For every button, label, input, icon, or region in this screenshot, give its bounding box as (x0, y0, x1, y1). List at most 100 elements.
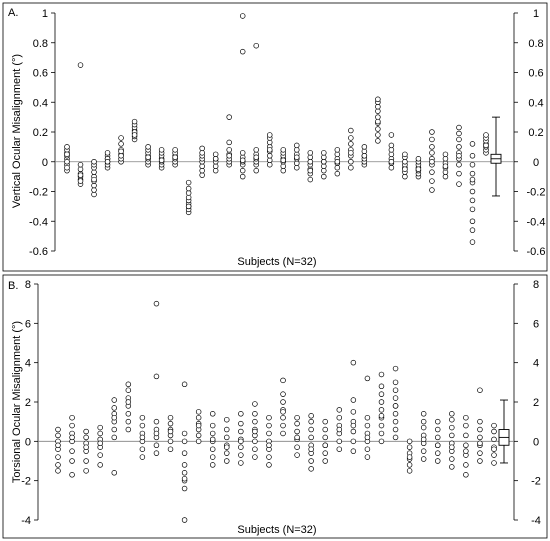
panel-b-subject-29-point (449, 424, 455, 431)
panel-b-right-tick-label: 6 (533, 318, 539, 330)
panel-a-subject-30-point (456, 130, 462, 137)
panel-a-subject-15-point (253, 154, 259, 161)
panel-a-subject-16-point (266, 153, 273, 159)
panel-a-subject-31-point (469, 141, 476, 147)
panel-a-right-tick-label: -0.6 (527, 246, 546, 258)
panel-b-subject-31-point (477, 450, 483, 456)
panel-b-right-tick-label: 4 (533, 358, 539, 370)
panel-b-subject-30-point (463, 414, 469, 421)
panel-a-right-tick-label: -0.4 (527, 216, 546, 228)
panel-a-subject-31-point (469, 188, 476, 195)
panel-b-subject-23-point (364, 454, 371, 460)
panel-a-subject-2-point (77, 178, 84, 184)
panel-a-subject-31-point (469, 153, 476, 159)
panel-a-subject-6-point (131, 118, 138, 125)
panel-b-subject-16-point (266, 414, 272, 421)
panel-b-subject-28-point (434, 426, 441, 433)
panel-b-subject-19-point (308, 434, 314, 441)
panel-a-subject-14-point (239, 167, 246, 174)
panel-b-frame (2, 274, 548, 539)
panel-a-subject-12-point (212, 156, 219, 162)
panel-b-subject-29-point (449, 411, 455, 417)
panel-b-subject-15-point (252, 401, 258, 407)
panel-b-subject-8-point (153, 450, 160, 456)
panel-a-subject-1-point (64, 159, 70, 165)
panel-a-axes: -0.6 -0.6 -0.4 -0.4 -0.2 -0.2 0 0 0.2 0.2 0.4 0.4 0.… (29, 8, 545, 258)
panel-b-subject-6-point (125, 411, 132, 417)
panel-b-left-tick-label: 8 (25, 279, 31, 291)
panel-a-subject-31-point (469, 161, 476, 168)
panel-a-subject-19-point (307, 167, 314, 174)
panel-a-subject-31-point (469, 197, 476, 204)
panel-b-subject-22-point (350, 448, 357, 454)
panel-b-subject-14-point (238, 452, 244, 458)
panel-a-subject-24-point (375, 132, 381, 138)
panel-b-subject-20-point (322, 426, 328, 433)
panel-b-subject-19-point (308, 466, 314, 472)
panel-b-subject-27-point (420, 418, 427, 425)
panel-a-subject-29-point (442, 173, 449, 180)
panel-b-subject-12-point (209, 411, 216, 417)
panel-a-subject-9-point (172, 154, 178, 161)
panel-b-subject-14-point (238, 444, 244, 450)
panel-a-subject-19-point (307, 176, 314, 183)
panel-b-subject-25-point (392, 426, 399, 433)
panel-a-subject-25-point (388, 147, 395, 153)
panel-b-subject-10-point (181, 430, 188, 437)
panel-b-subject-27-point (420, 436, 427, 443)
panel-a-subject-14-point (239, 173, 246, 180)
panel-a-subject-22-point (348, 135, 354, 141)
panel-b-subject-15-point (252, 418, 258, 425)
panel-a-subject-18-point (294, 160, 300, 166)
panel-b-subject-31-point (477, 434, 483, 441)
panel-b-subject-24-point (378, 413, 385, 419)
panel-b-subject-2-point (69, 414, 75, 421)
panel-b-subject-26-point (406, 438, 413, 445)
panel-a-subject-13-point (226, 153, 232, 159)
panel-a-subject-11-point (199, 163, 205, 169)
panel-b-left-tick-label: -2 (21, 476, 31, 488)
panel-b-subject-15-point (252, 428, 258, 435)
panel-a-subject-31-point (469, 239, 476, 245)
panel-a-left-tick-label: 0.6 (33, 68, 48, 80)
panel-b-subject-23-point (364, 414, 371, 421)
panel-b-subject-17-point (280, 409, 286, 415)
panel-b-subject-24-point (378, 422, 385, 429)
panel-b-subject-27-point (420, 424, 427, 431)
panel-b-subject-31-point (477, 458, 483, 464)
panel-b-right-tick-label: 8 (533, 279, 539, 291)
panel-a-subject-14-point (239, 48, 246, 55)
panel-a-subject-20-point (321, 154, 327, 161)
panel-a-subject-19-point (307, 154, 314, 161)
panel-a-left-tick-label: -0.2 (29, 187, 48, 199)
panel-b-subject-10-point (181, 517, 188, 523)
panel-b-subject-3-point (83, 434, 89, 441)
panel-b-subject-30-point (463, 442, 469, 449)
panel-b-subject-23-point (364, 446, 371, 452)
panel-b-left-tick-label: 0 (25, 436, 31, 448)
panel-a-subject-31-point (469, 206, 476, 213)
panel-a-subject-10-point (185, 203, 192, 210)
panel-a-subject-14-point (239, 13, 246, 19)
panel-a-subject-31-point (469, 170, 476, 177)
panel-a-subject-26-point (402, 159, 408, 165)
panel-b-subject-15-point (252, 411, 258, 417)
panel-b-subject-6-point (125, 399, 132, 405)
panel-a-x-axis-title: Subjects (N=32) (237, 256, 316, 268)
panel-b-subject-22-point (350, 397, 357, 403)
panel-a-subject-16-point (266, 157, 273, 164)
panel-b-subject-24-point (378, 430, 385, 437)
panel-b-subject-9-point (167, 446, 174, 452)
panel-a-subject-24-point (375, 114, 381, 120)
panel-b-subject-32-point (491, 446, 497, 452)
panel-a-subject-22-point (348, 164, 354, 171)
panel-a-right-tick-label: 0.4 (528, 97, 543, 109)
panel-a-subject-5-point (118, 141, 124, 147)
panel-a-subject-19-point (307, 150, 314, 156)
panel-a-points (64, 13, 489, 245)
panel-b-subject-24-point (378, 438, 385, 445)
panel-b-subject-32-point (491, 428, 497, 435)
panel-a-subject-29-point (442, 156, 449, 162)
panel-a-subject-11-point (199, 172, 205, 178)
panel-b-left-tick-label: 2 (25, 397, 31, 409)
